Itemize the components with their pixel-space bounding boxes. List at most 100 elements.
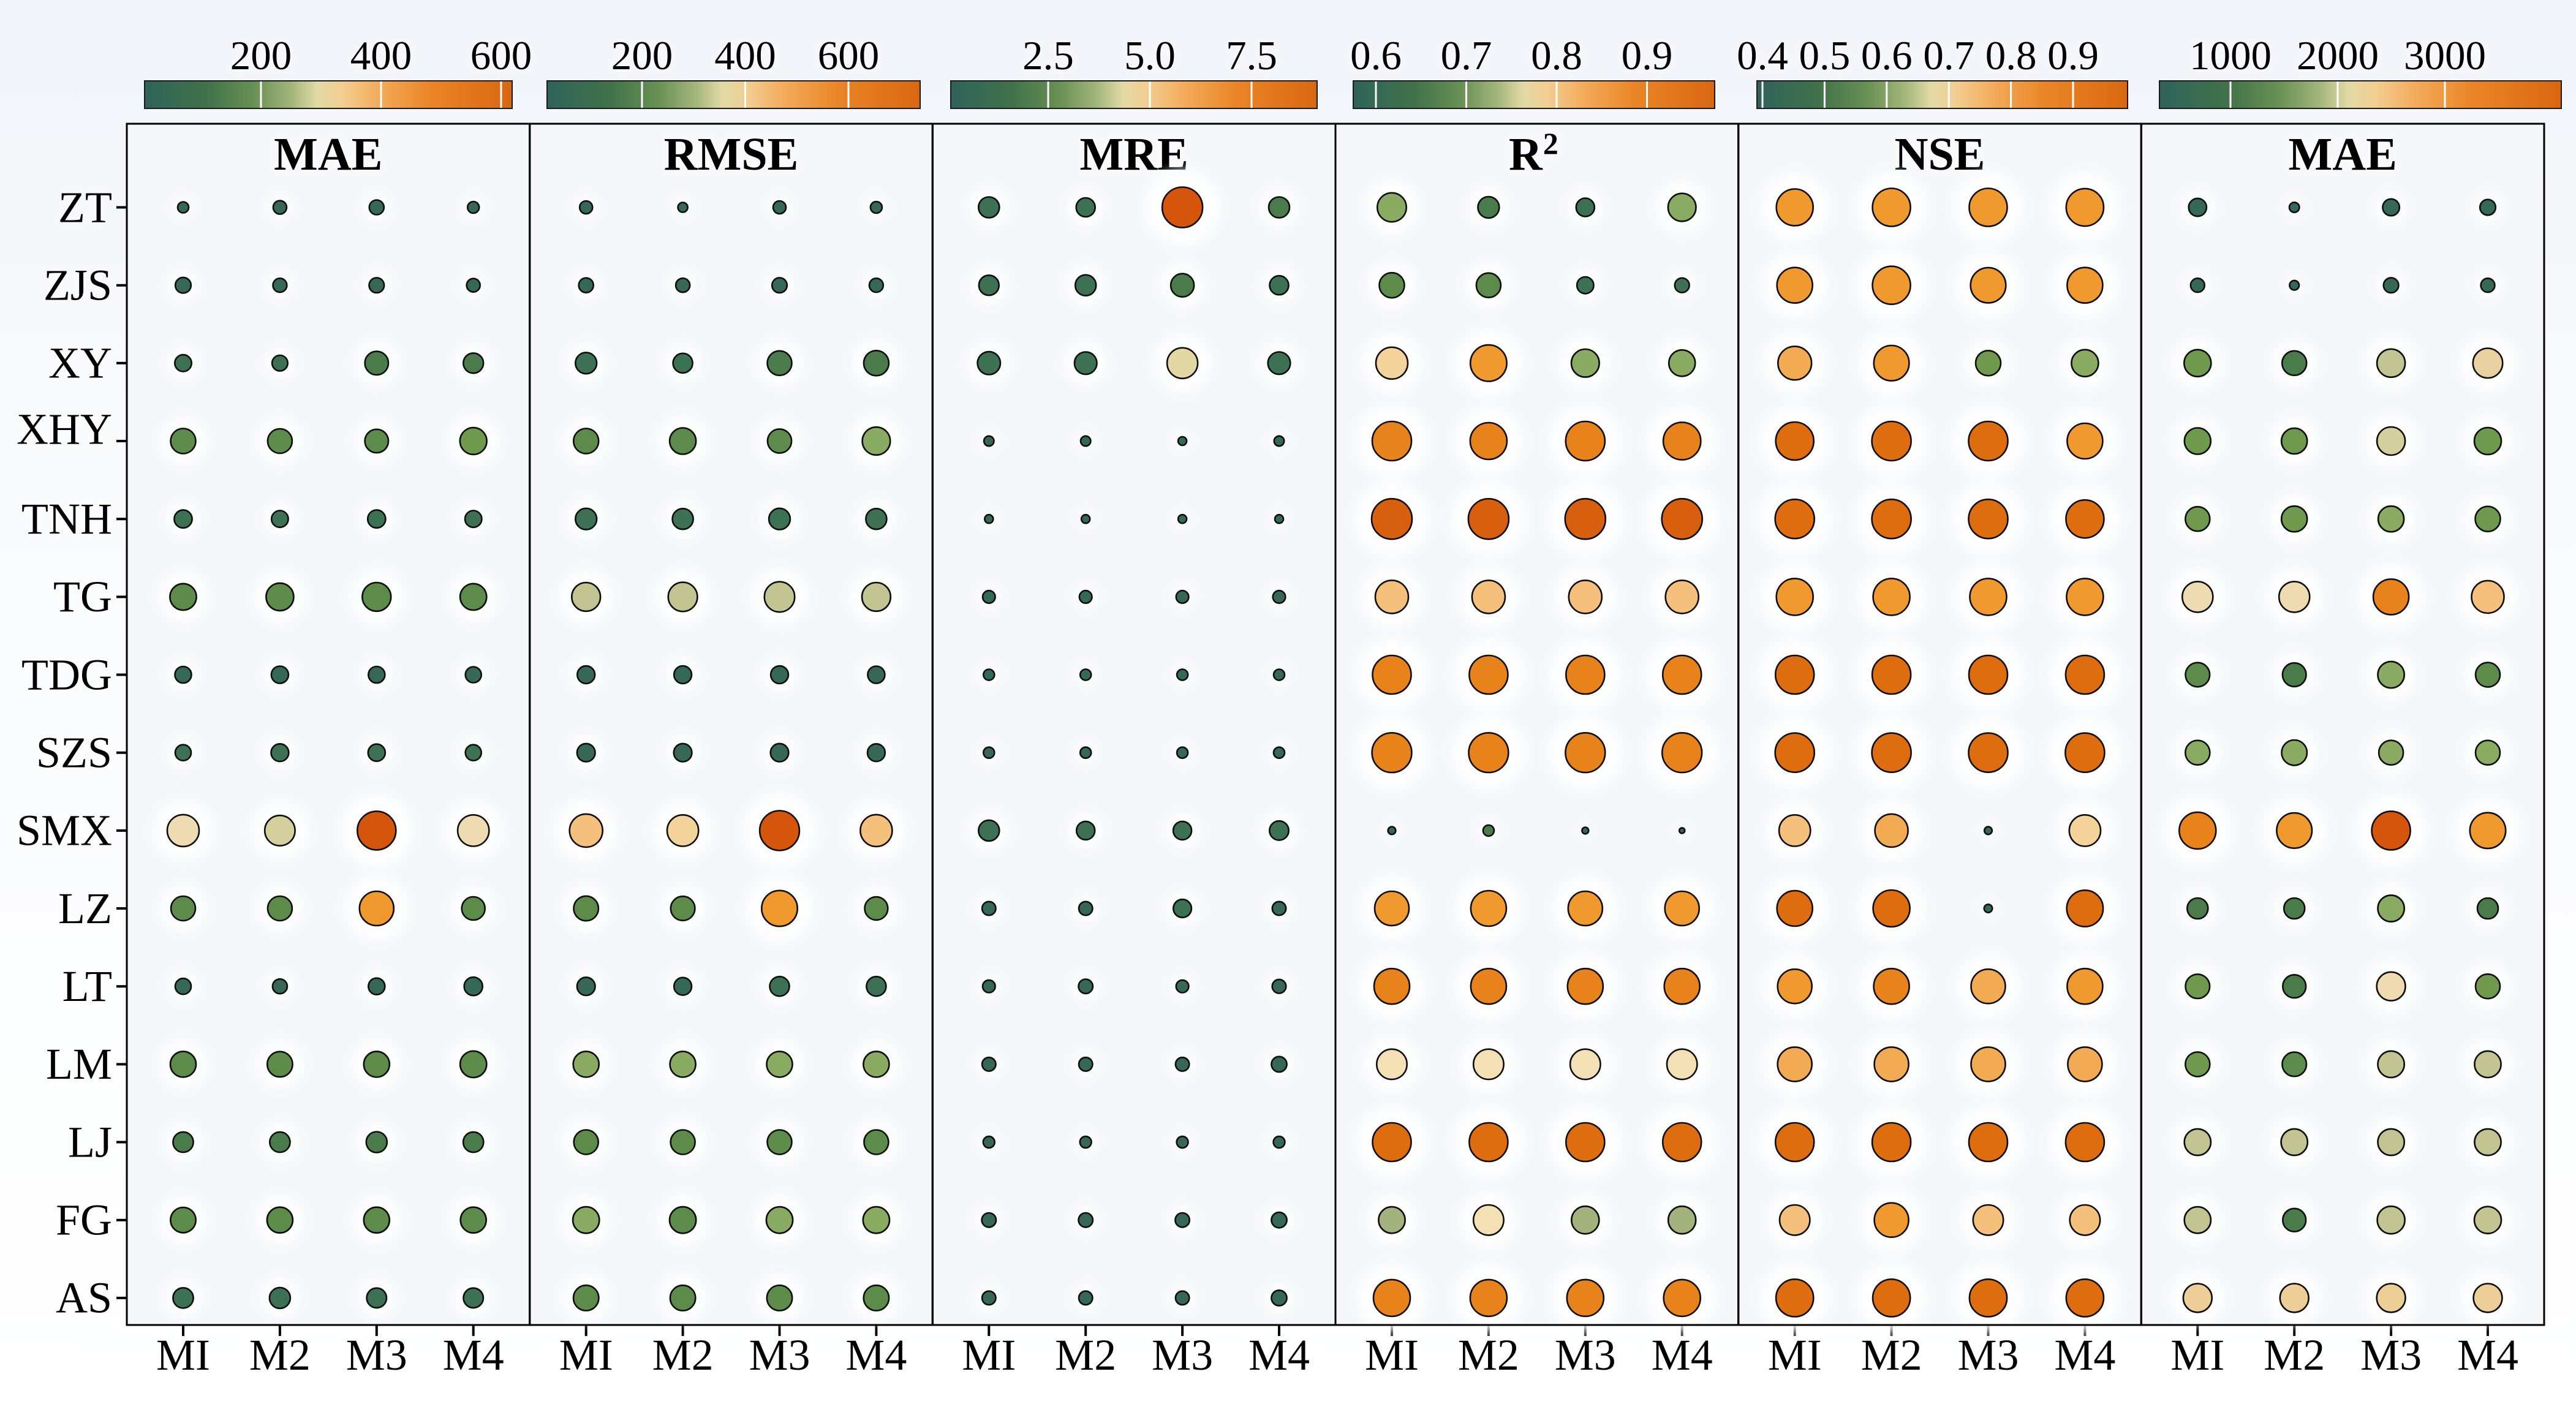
svg-text:M2: M2 — [652, 1330, 714, 1379]
svg-text:0.7: 0.7 — [1923, 33, 1974, 78]
svg-text:M4: M4 — [2054, 1330, 2115, 1379]
svg-text:M4: M4 — [1248, 1330, 1310, 1379]
svg-text:0.8: 0.8 — [1531, 33, 1582, 78]
svg-text:2000: 2000 — [2297, 33, 2379, 78]
svg-text:0.6: 0.6 — [1861, 33, 1913, 78]
svg-text:400: 400 — [714, 33, 776, 78]
svg-text:600: 600 — [818, 33, 880, 78]
svg-text:M3: M3 — [1957, 1330, 2019, 1379]
svg-text:AS: AS — [56, 1274, 112, 1323]
svg-text:M2: M2 — [1458, 1330, 1519, 1379]
svg-text:FG: FG — [56, 1196, 112, 1245]
svg-text:NSE: NSE — [1895, 129, 1985, 180]
svg-text:0.6: 0.6 — [1350, 33, 1402, 78]
svg-text:LT: LT — [62, 962, 112, 1011]
svg-text:M2: M2 — [2264, 1330, 2325, 1379]
svg-text:3000: 3000 — [2404, 33, 2486, 78]
svg-text:M4: M4 — [845, 1330, 907, 1379]
svg-text:AS: AS — [56, 1274, 112, 1323]
svg-text:0.8: 0.8 — [1985, 33, 2037, 78]
svg-text:NSE: NSE — [1895, 129, 1985, 180]
svg-text:5.0: 5.0 — [1124, 33, 1176, 78]
svg-text:1000: 1000 — [2189, 33, 2272, 78]
svg-text:ZT: ZT — [58, 183, 112, 232]
svg-text:TNH: TNH — [21, 494, 112, 543]
svg-text:600: 600 — [470, 33, 532, 78]
svg-text:M2: M2 — [249, 1330, 311, 1379]
svg-text:0.5: 0.5 — [1799, 33, 1851, 78]
svg-text:MI: MI — [962, 1330, 1016, 1379]
svg-text:3000: 3000 — [2404, 33, 2486, 78]
svg-text:MI: MI — [2170, 1330, 2224, 1379]
svg-text:200: 200 — [611, 33, 673, 78]
svg-text:M2: M2 — [1055, 1330, 1116, 1379]
svg-text:M4: M4 — [2054, 1330, 2115, 1379]
svg-text:TDG: TDG — [21, 650, 112, 699]
svg-text:MAE: MAE — [2289, 129, 2397, 180]
svg-text:M4: M4 — [443, 1330, 504, 1379]
svg-text:600: 600 — [470, 33, 532, 78]
svg-text:0.4: 0.4 — [1737, 33, 1788, 78]
svg-text:M3: M3 — [1555, 1330, 1616, 1379]
svg-text:400: 400 — [714, 33, 776, 78]
svg-text:0.6: 0.6 — [1861, 33, 1913, 78]
svg-text:M4: M4 — [1652, 1330, 1713, 1379]
svg-text:0.6: 0.6 — [1350, 33, 1402, 78]
svg-text:MI: MI — [559, 1330, 613, 1379]
svg-text:M4: M4 — [1248, 1330, 1310, 1379]
svg-text:M3: M3 — [2360, 1330, 2422, 1379]
svg-text:M3: M3 — [346, 1330, 407, 1379]
svg-text:2: 2 — [1543, 126, 1558, 160]
svg-text:M3: M3 — [346, 1330, 407, 1379]
svg-text:XY: XY — [48, 339, 112, 388]
svg-text:MI: MI — [1768, 1330, 1822, 1379]
svg-text:M4: M4 — [2457, 1330, 2518, 1379]
svg-text:M3: M3 — [1957, 1330, 2019, 1379]
svg-text:M3: M3 — [1152, 1330, 1213, 1379]
svg-text:0.9: 0.9 — [2047, 33, 2099, 78]
svg-text:MAE: MAE — [274, 129, 382, 180]
svg-text:0.9: 0.9 — [1622, 33, 1673, 78]
svg-text:SMX: SMX — [17, 806, 112, 855]
svg-text:LJ: LJ — [68, 1117, 112, 1166]
svg-text:MI: MI — [156, 1330, 210, 1379]
svg-text:MI: MI — [559, 1330, 613, 1379]
svg-text:2.5: 2.5 — [1022, 33, 1074, 78]
svg-text:200: 200 — [230, 33, 292, 78]
svg-text:R: R — [1509, 129, 1543, 180]
svg-text:2: 2 — [1543, 126, 1558, 160]
svg-text:M2: M2 — [1458, 1330, 1519, 1379]
svg-text:1000: 1000 — [2189, 33, 2272, 78]
svg-text:LM: LM — [46, 1040, 112, 1089]
svg-text:M2: M2 — [249, 1330, 311, 1379]
svg-text:MI: MI — [156, 1330, 210, 1379]
svg-text:XHY: XHY — [17, 404, 112, 453]
svg-text:M4: M4 — [1652, 1330, 1713, 1379]
svg-text:MI: MI — [1365, 1330, 1419, 1379]
svg-text:XHY: XHY — [17, 404, 112, 453]
svg-text:RMSE: RMSE — [664, 129, 799, 180]
svg-text:SMX: SMX — [17, 806, 112, 855]
svg-text:R: R — [1509, 129, 1543, 180]
svg-text:M3: M3 — [1555, 1330, 1616, 1379]
svg-text:0.7: 0.7 — [1441, 33, 1492, 78]
svg-text:MI: MI — [1365, 1330, 1419, 1379]
svg-text:M2: M2 — [1055, 1330, 1116, 1379]
svg-text:2000: 2000 — [2297, 33, 2379, 78]
svg-text:7.5: 7.5 — [1226, 33, 1277, 78]
svg-text:LZ: LZ — [58, 884, 112, 933]
svg-text:M3: M3 — [2360, 1330, 2422, 1379]
svg-text:600: 600 — [818, 33, 880, 78]
svg-text:LM: LM — [46, 1040, 112, 1089]
svg-text:MAE: MAE — [2289, 129, 2397, 180]
svg-text:TG: TG — [53, 572, 112, 621]
svg-text:MI: MI — [962, 1330, 1016, 1379]
svg-text:0.9: 0.9 — [1622, 33, 1673, 78]
svg-text:M3: M3 — [1152, 1330, 1213, 1379]
svg-text:5.0: 5.0 — [1124, 33, 1176, 78]
svg-text:FG: FG — [56, 1196, 112, 1245]
svg-text:ZT: ZT — [58, 183, 112, 232]
svg-text:M4: M4 — [845, 1330, 907, 1379]
svg-text:M3: M3 — [749, 1330, 810, 1379]
svg-text:MRE: MRE — [1080, 129, 1188, 180]
